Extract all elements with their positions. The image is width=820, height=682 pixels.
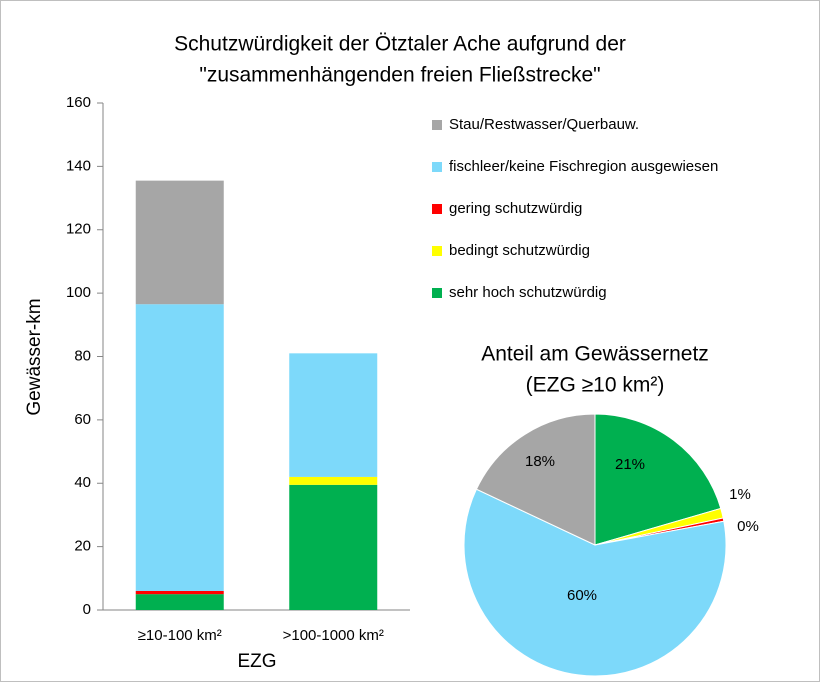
bar-segment bbox=[289, 484, 378, 610]
bar-segment bbox=[289, 353, 378, 477]
pie-title: (EZG ≥10 km²) bbox=[526, 374, 665, 397]
legend-label: sehr hoch schutzwürdig bbox=[449, 284, 607, 301]
bar-segment bbox=[289, 476, 378, 485]
bar-segment bbox=[135, 590, 224, 595]
legend-label: gering schutzwürdig bbox=[449, 200, 582, 217]
pie-label: 18% bbox=[525, 453, 555, 470]
y-tick-label: 140 bbox=[66, 157, 91, 174]
pie-label: 0% bbox=[737, 518, 759, 535]
y-axis-label: Gewässer-km bbox=[24, 298, 45, 415]
legend-swatch bbox=[432, 288, 442, 298]
x-tick-label: >100-1000 km² bbox=[283, 627, 384, 644]
pie-title: Anteil am Gewässernetz bbox=[481, 343, 709, 366]
legend-swatch bbox=[432, 204, 442, 214]
y-tick-label: 60 bbox=[74, 411, 91, 428]
y-tick-label: 40 bbox=[74, 474, 91, 491]
x-axis-label: EZG bbox=[237, 651, 276, 672]
y-tick-label: 100 bbox=[66, 284, 91, 301]
legend-swatch bbox=[432, 246, 442, 256]
pie-slice bbox=[594, 413, 722, 546]
legend-label: bedingt schutzwürdig bbox=[449, 242, 590, 259]
x-tick-label: ≥10-100 km² bbox=[138, 627, 222, 644]
pie-slice bbox=[463, 488, 727, 677]
legend-label: Stau/Restwasser/Querbauw. bbox=[449, 116, 639, 133]
y-tick-label: 20 bbox=[74, 538, 91, 555]
y-tick-label: 120 bbox=[66, 221, 91, 238]
chart-title: "zusammenhängenden freien Fließstrecke" bbox=[199, 64, 600, 87]
bar-segment bbox=[135, 180, 224, 305]
pie-slice bbox=[475, 413, 596, 546]
y-tick-label: 160 bbox=[66, 94, 91, 111]
pie-label: 60% bbox=[567, 587, 597, 604]
legend-label: fischleer/keine Fischregion ausgewiesen bbox=[449, 158, 718, 175]
pie-label: 21% bbox=[615, 456, 645, 473]
bar-segment bbox=[135, 304, 224, 591]
y-tick-label: 0 bbox=[83, 601, 91, 618]
legend-swatch bbox=[432, 162, 442, 172]
bar-segment bbox=[135, 594, 224, 610]
pie-label: 1% bbox=[729, 486, 751, 503]
chart-title: Schutzwürdigkeit der Ötztaler Ache aufgr… bbox=[174, 33, 626, 56]
legend-swatch bbox=[432, 120, 442, 130]
y-tick-label: 80 bbox=[74, 347, 91, 364]
